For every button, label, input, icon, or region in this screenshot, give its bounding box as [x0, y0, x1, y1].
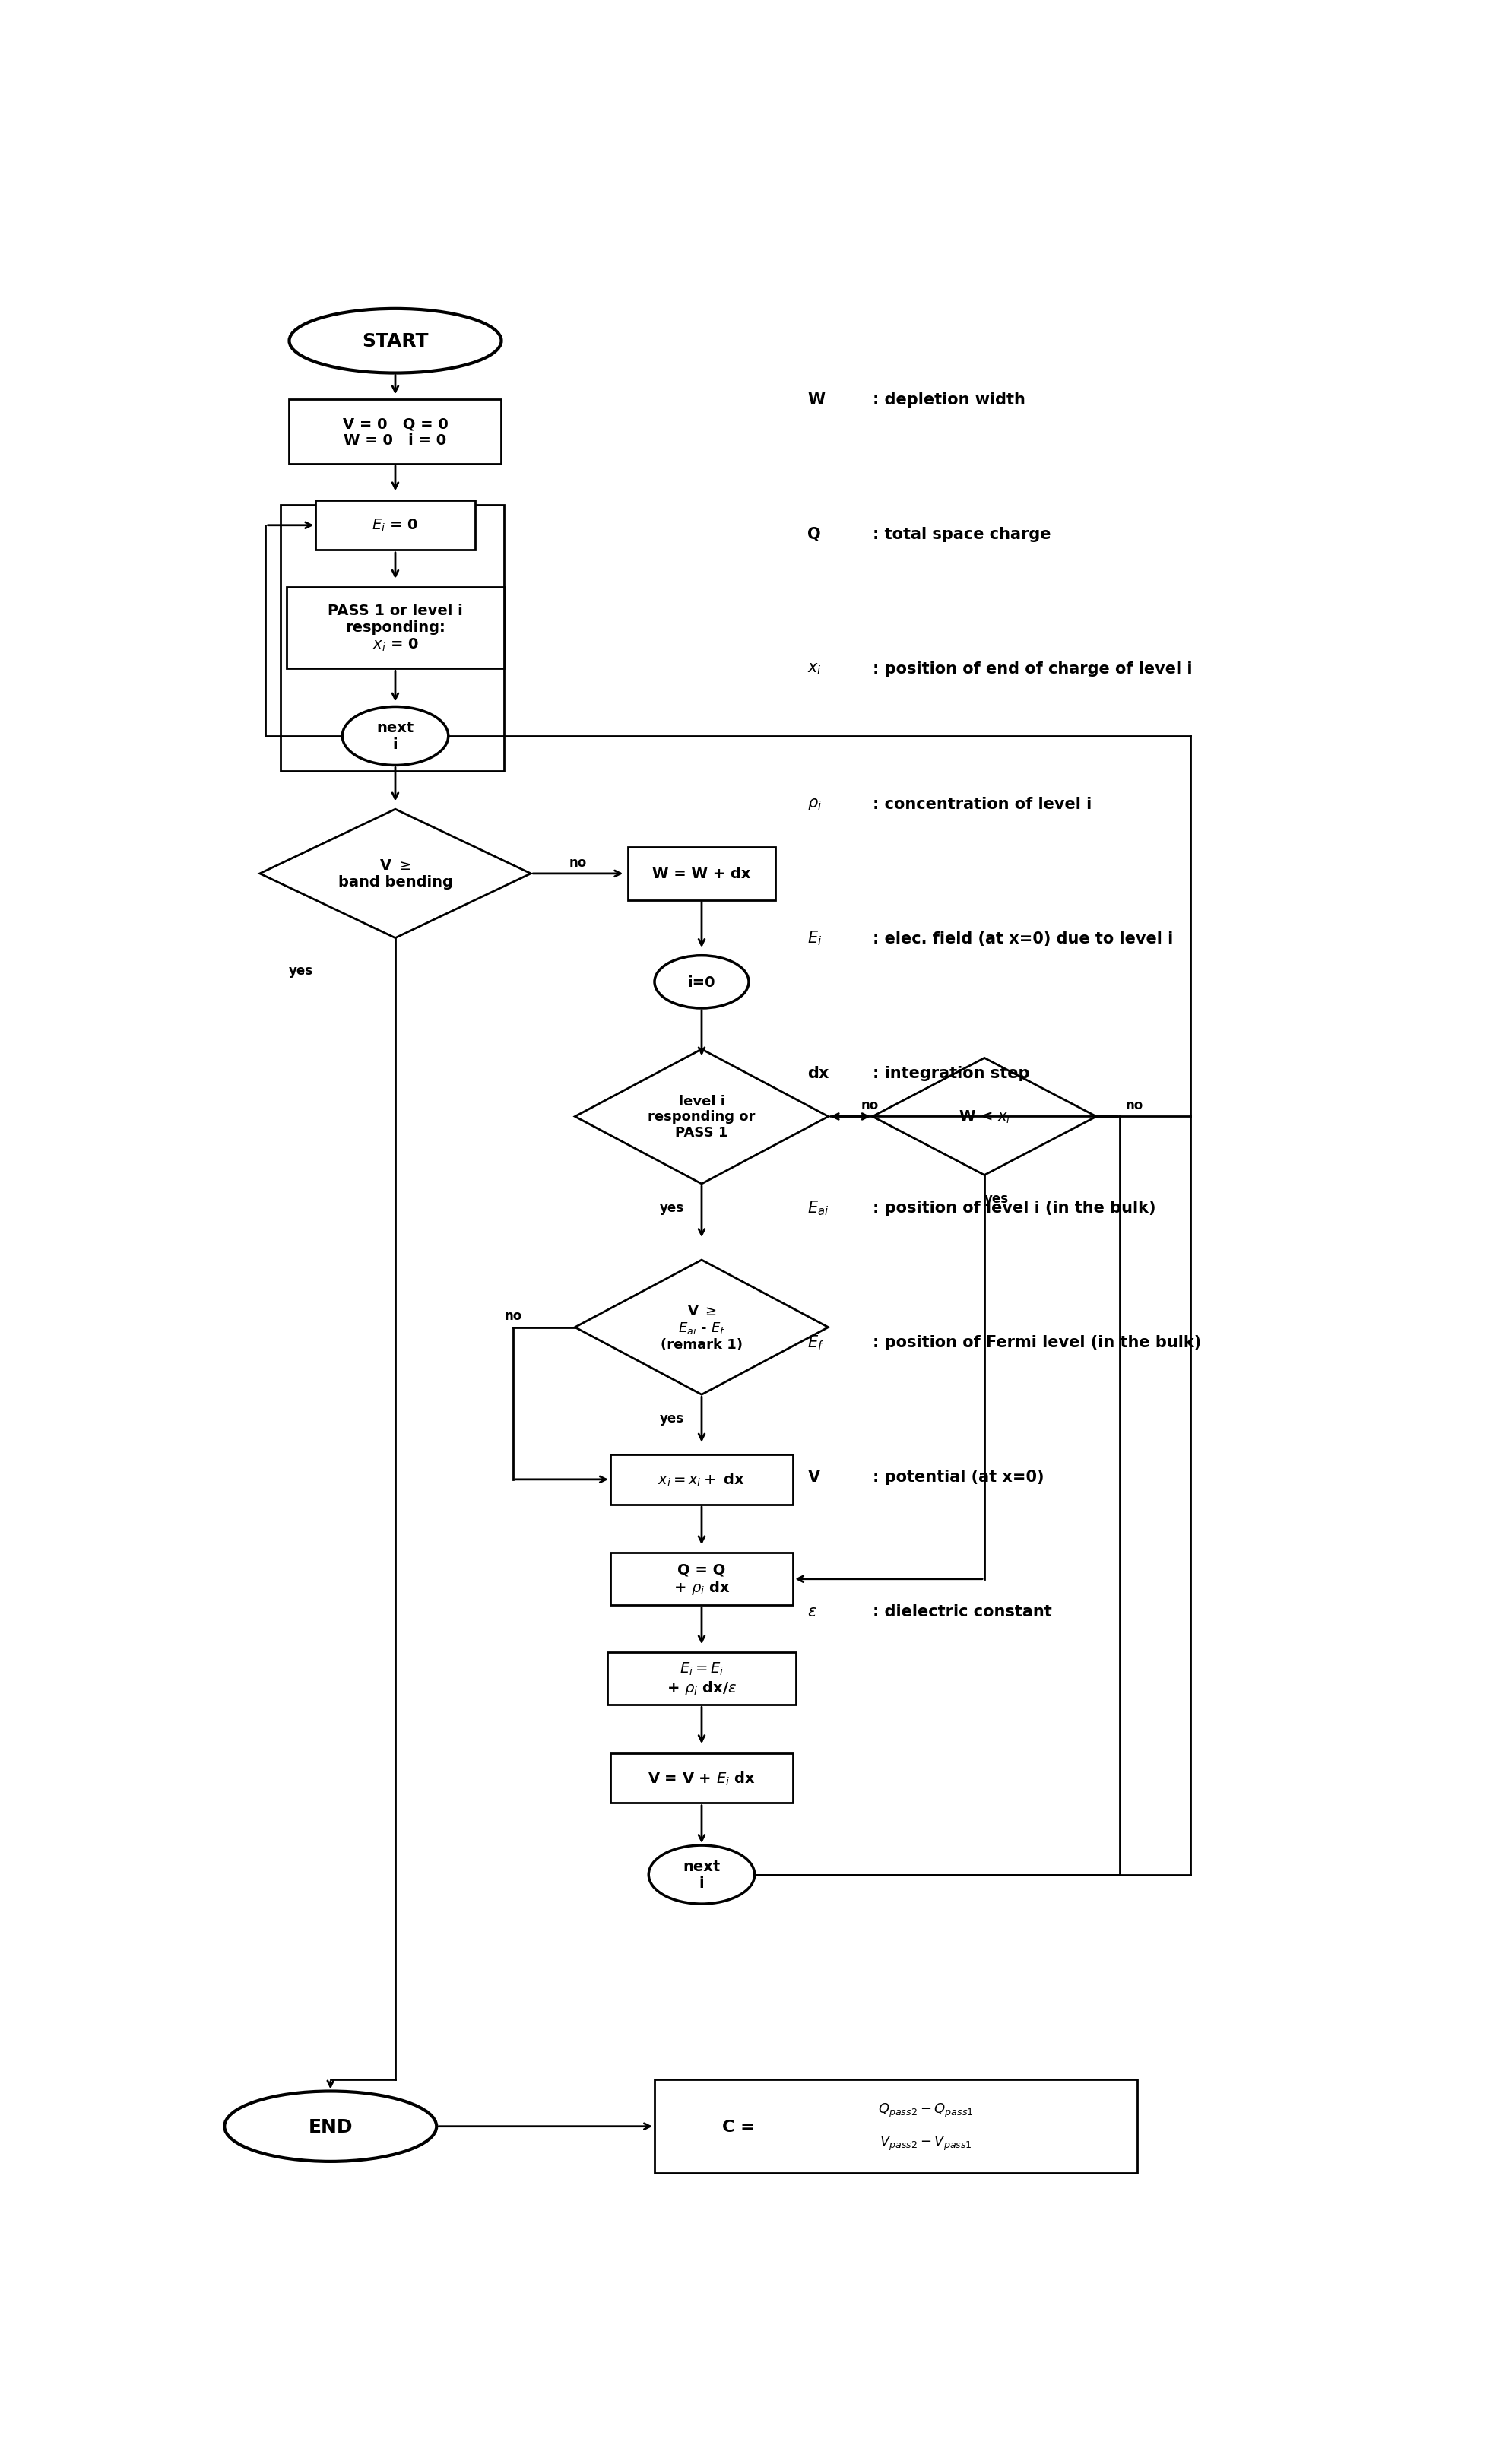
Text: END: END [308, 2116, 352, 2136]
Text: $E_i = E_i$
+ $\rho_i$ dx/$\varepsilon$: $E_i = E_i$ + $\rho_i$ dx/$\varepsilon$ [667, 1660, 736, 1696]
Text: V: V [807, 1468, 820, 1485]
Text: Q = Q
+ $\rho_i$ dx: Q = Q + $\rho_i$ dx [673, 1561, 730, 1596]
FancyBboxPatch shape [608, 1652, 795, 1706]
Ellipse shape [649, 1846, 754, 1905]
Text: : position of level i (in the bulk): : position of level i (in the bulk) [872, 1200, 1155, 1215]
Text: START: START [361, 331, 428, 351]
Text: $\rho_i$: $\rho_i$ [807, 795, 823, 810]
Text: level i
responding or
PASS 1: level i responding or PASS 1 [647, 1095, 754, 1139]
Text: yes: yes [659, 1200, 683, 1215]
Ellipse shape [289, 309, 500, 373]
FancyBboxPatch shape [286, 587, 503, 670]
Text: : position of Fermi level (in the bulk): : position of Fermi level (in the bulk) [872, 1336, 1201, 1350]
Polygon shape [575, 1051, 829, 1183]
Text: no: no [569, 854, 587, 869]
Text: dx: dx [807, 1065, 829, 1080]
Text: Q: Q [807, 528, 821, 543]
Text: $E_i$ = 0: $E_i$ = 0 [372, 518, 419, 533]
Text: : position of end of charge of level i: : position of end of charge of level i [872, 660, 1191, 678]
Text: $x_i = x_i + $ dx: $x_i = x_i + $ dx [658, 1471, 745, 1488]
Text: $Q_{pass2} - Q_{pass1}$: $Q_{pass2} - Q_{pass1}$ [877, 2101, 972, 2119]
Text: : depletion width: : depletion width [872, 393, 1025, 408]
Text: i=0: i=0 [688, 975, 715, 989]
Text: : potential (at x=0): : potential (at x=0) [872, 1468, 1043, 1485]
Ellipse shape [342, 707, 448, 766]
Text: W = W + dx: W = W + dx [652, 867, 750, 881]
Text: W < $x_i$: W < $x_i$ [957, 1110, 1010, 1124]
Text: $E_i$: $E_i$ [807, 930, 823, 948]
Text: C =: C = [721, 2119, 761, 2133]
FancyBboxPatch shape [609, 1753, 792, 1802]
Text: no: no [860, 1097, 878, 1112]
Text: : dielectric constant: : dielectric constant [872, 1603, 1051, 1618]
FancyBboxPatch shape [655, 2079, 1137, 2173]
Ellipse shape [655, 955, 748, 1009]
Text: : concentration of level i: : concentration of level i [872, 795, 1092, 810]
Text: $x_i$: $x_i$ [807, 660, 821, 678]
Text: yes: yes [983, 1193, 1009, 1205]
Text: next
i: next i [682, 1858, 720, 1890]
Text: : total space charge: : total space charge [872, 528, 1051, 543]
FancyBboxPatch shape [627, 847, 774, 901]
Text: $\varepsilon$: $\varepsilon$ [807, 1603, 816, 1618]
FancyBboxPatch shape [289, 400, 500, 464]
Text: no: no [503, 1309, 522, 1323]
Text: no: no [1125, 1097, 1143, 1112]
Text: $E_{ai}$: $E_{ai}$ [807, 1198, 829, 1218]
Polygon shape [260, 810, 531, 938]
FancyBboxPatch shape [609, 1554, 792, 1606]
Text: : integration step: : integration step [872, 1065, 1030, 1080]
Ellipse shape [224, 2092, 437, 2160]
Text: yes: yes [289, 965, 313, 977]
Text: next
i: next i [376, 722, 414, 751]
Text: yes: yes [659, 1412, 683, 1424]
FancyBboxPatch shape [609, 1456, 792, 1505]
Text: V = V + $E_i$ dx: V = V + $E_i$ dx [647, 1770, 754, 1787]
FancyBboxPatch shape [316, 501, 475, 550]
Text: PASS 1 or level i
responding:
$x_i$ = 0: PASS 1 or level i responding: $x_i$ = 0 [328, 604, 463, 653]
Text: $V_{pass2} - V_{pass1}$: $V_{pass2} - V_{pass1}$ [878, 2133, 971, 2151]
Text: : elec. field (at x=0) due to level i: : elec. field (at x=0) due to level i [872, 930, 1172, 945]
Text: V $\geq$
$E_{ai}$ - $E_f$
(remark 1): V $\geq$ $E_{ai}$ - $E_f$ (remark 1) [661, 1304, 742, 1350]
Polygon shape [575, 1259, 829, 1394]
Polygon shape [872, 1058, 1096, 1176]
Text: $E_f$: $E_f$ [807, 1333, 824, 1350]
Text: V = 0   Q = 0
W = 0   i = 0: V = 0 Q = 0 W = 0 i = 0 [342, 417, 448, 447]
Text: W: W [807, 393, 824, 408]
Text: V $\geq$
band bending: V $\geq$ band bending [337, 859, 452, 889]
